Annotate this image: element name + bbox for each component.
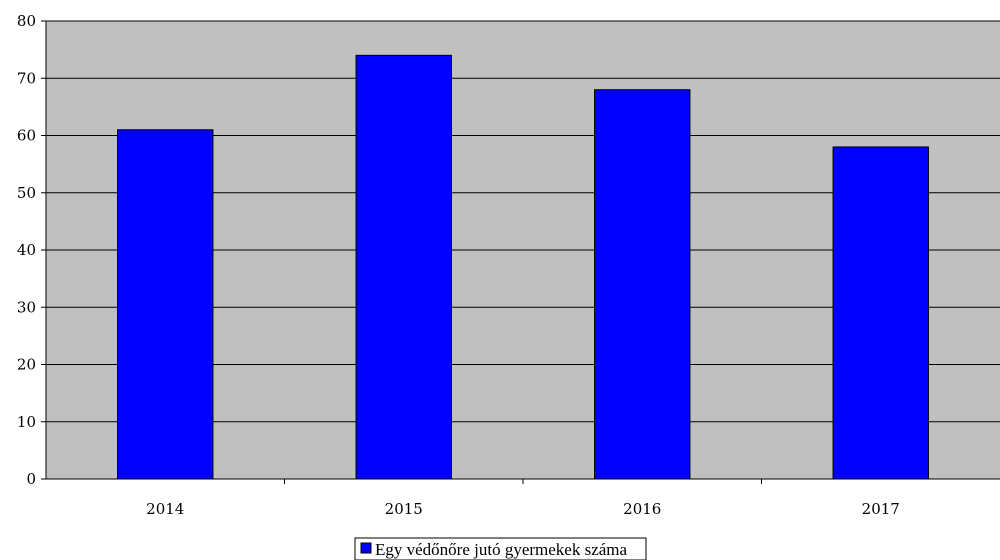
y-tick-label: 0 <box>26 470 36 488</box>
x-tick-label: 2016 <box>623 500 661 518</box>
y-tick-label: 80 <box>17 12 36 30</box>
legend-swatch <box>360 542 372 554</box>
y-axis-ticks: 0 10 20 30 40 50 60 70 80 <box>17 12 46 488</box>
bar-2017 <box>832 146 929 480</box>
bar-2015 <box>355 54 452 480</box>
y-tick-label: 50 <box>17 184 36 202</box>
x-tick-label: 2014 <box>146 500 184 518</box>
legend-label: Egy védőnőre jutó gyermekek száma <box>375 540 628 559</box>
bar-2016 <box>594 89 691 480</box>
x-tick-label: 2017 <box>862 500 900 518</box>
legend: Egy védőnőre jutó gyermekek száma <box>354 537 647 560</box>
y-tick-label: 70 <box>17 69 36 87</box>
bar-2014 <box>117 129 214 480</box>
legend-box <box>354 537 647 560</box>
y-tick-label: 20 <box>17 356 36 374</box>
x-tick-label: 2015 <box>385 500 423 518</box>
y-tick-label: 30 <box>17 298 36 316</box>
y-tick-label: 10 <box>17 413 36 431</box>
x-axis-ticks: 2014 2015 2016 2017 <box>146 479 900 518</box>
y-tick-label: 60 <box>17 127 36 145</box>
bars <box>117 54 929 480</box>
y-tick-label: 40 <box>17 241 36 259</box>
